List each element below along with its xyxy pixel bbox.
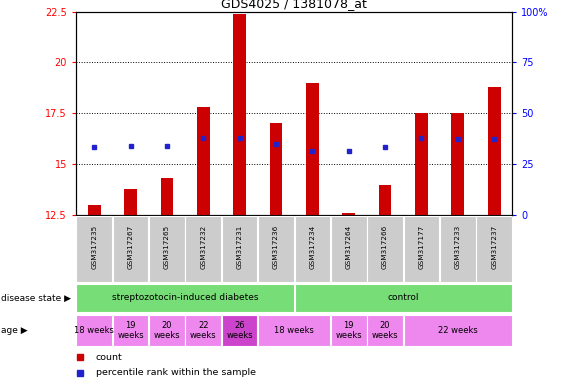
Text: control: control — [387, 293, 419, 303]
Bar — [306, 83, 319, 215]
Bar — [452, 113, 464, 215]
Bar — [124, 189, 137, 215]
Text: disease state ▶: disease state ▶ — [1, 293, 71, 303]
Text: GSM317177: GSM317177 — [418, 225, 425, 270]
Bar — [331, 315, 367, 346]
Bar — [222, 216, 257, 281]
Bar — [77, 284, 294, 312]
Text: 22 weeks: 22 weeks — [438, 326, 477, 335]
Bar — [342, 213, 355, 215]
Text: GSM317267: GSM317267 — [128, 225, 133, 270]
Bar — [367, 315, 403, 346]
Text: GSM317233: GSM317233 — [455, 225, 461, 270]
Text: GSM317235: GSM317235 — [91, 225, 97, 270]
Bar — [404, 216, 439, 281]
Text: count: count — [96, 353, 122, 362]
Text: GSM317236: GSM317236 — [273, 225, 279, 270]
Bar — [367, 216, 403, 281]
Bar — [294, 216, 330, 281]
Bar — [113, 216, 149, 281]
Text: GSM317266: GSM317266 — [382, 225, 388, 270]
Text: 19
weeks: 19 weeks — [336, 321, 362, 340]
Bar — [294, 284, 512, 312]
Bar — [149, 315, 185, 346]
Bar — [415, 113, 428, 215]
Bar — [379, 184, 391, 215]
Bar — [149, 216, 185, 281]
Bar — [185, 216, 221, 281]
Text: GSM317234: GSM317234 — [309, 225, 315, 270]
Bar — [77, 216, 112, 281]
Text: GSM317231: GSM317231 — [236, 225, 243, 270]
Bar — [331, 216, 367, 281]
Text: 20
weeks: 20 weeks — [154, 321, 180, 340]
Text: GSM317237: GSM317237 — [491, 225, 497, 270]
Text: 22
weeks: 22 weeks — [190, 321, 217, 340]
Text: GSM317265: GSM317265 — [164, 225, 170, 270]
Text: 26
weeks: 26 weeks — [226, 321, 253, 340]
Text: streptozotocin-induced diabetes: streptozotocin-induced diabetes — [112, 293, 258, 303]
Bar — [258, 216, 294, 281]
Bar — [488, 87, 501, 215]
Text: 19
weeks: 19 weeks — [117, 321, 144, 340]
Text: percentile rank within the sample: percentile rank within the sample — [96, 369, 256, 377]
Text: 18 weeks: 18 weeks — [74, 326, 114, 335]
Bar — [222, 315, 257, 346]
Title: GDS4025 / 1381078_at: GDS4025 / 1381078_at — [221, 0, 367, 10]
Bar — [233, 13, 246, 215]
Text: 20
weeks: 20 weeks — [372, 321, 399, 340]
Bar — [160, 179, 173, 215]
Bar — [476, 216, 512, 281]
Bar — [197, 107, 209, 215]
Bar — [440, 216, 476, 281]
Bar — [77, 315, 112, 346]
Text: age ▶: age ▶ — [1, 326, 28, 335]
Bar — [270, 123, 283, 215]
Text: 18 weeks: 18 weeks — [274, 326, 314, 335]
Bar — [185, 315, 221, 346]
Bar — [88, 205, 101, 215]
Text: GSM317264: GSM317264 — [346, 225, 352, 270]
Bar — [113, 315, 149, 346]
Bar — [404, 315, 512, 346]
Bar — [258, 315, 330, 346]
Text: GSM317232: GSM317232 — [200, 225, 206, 270]
